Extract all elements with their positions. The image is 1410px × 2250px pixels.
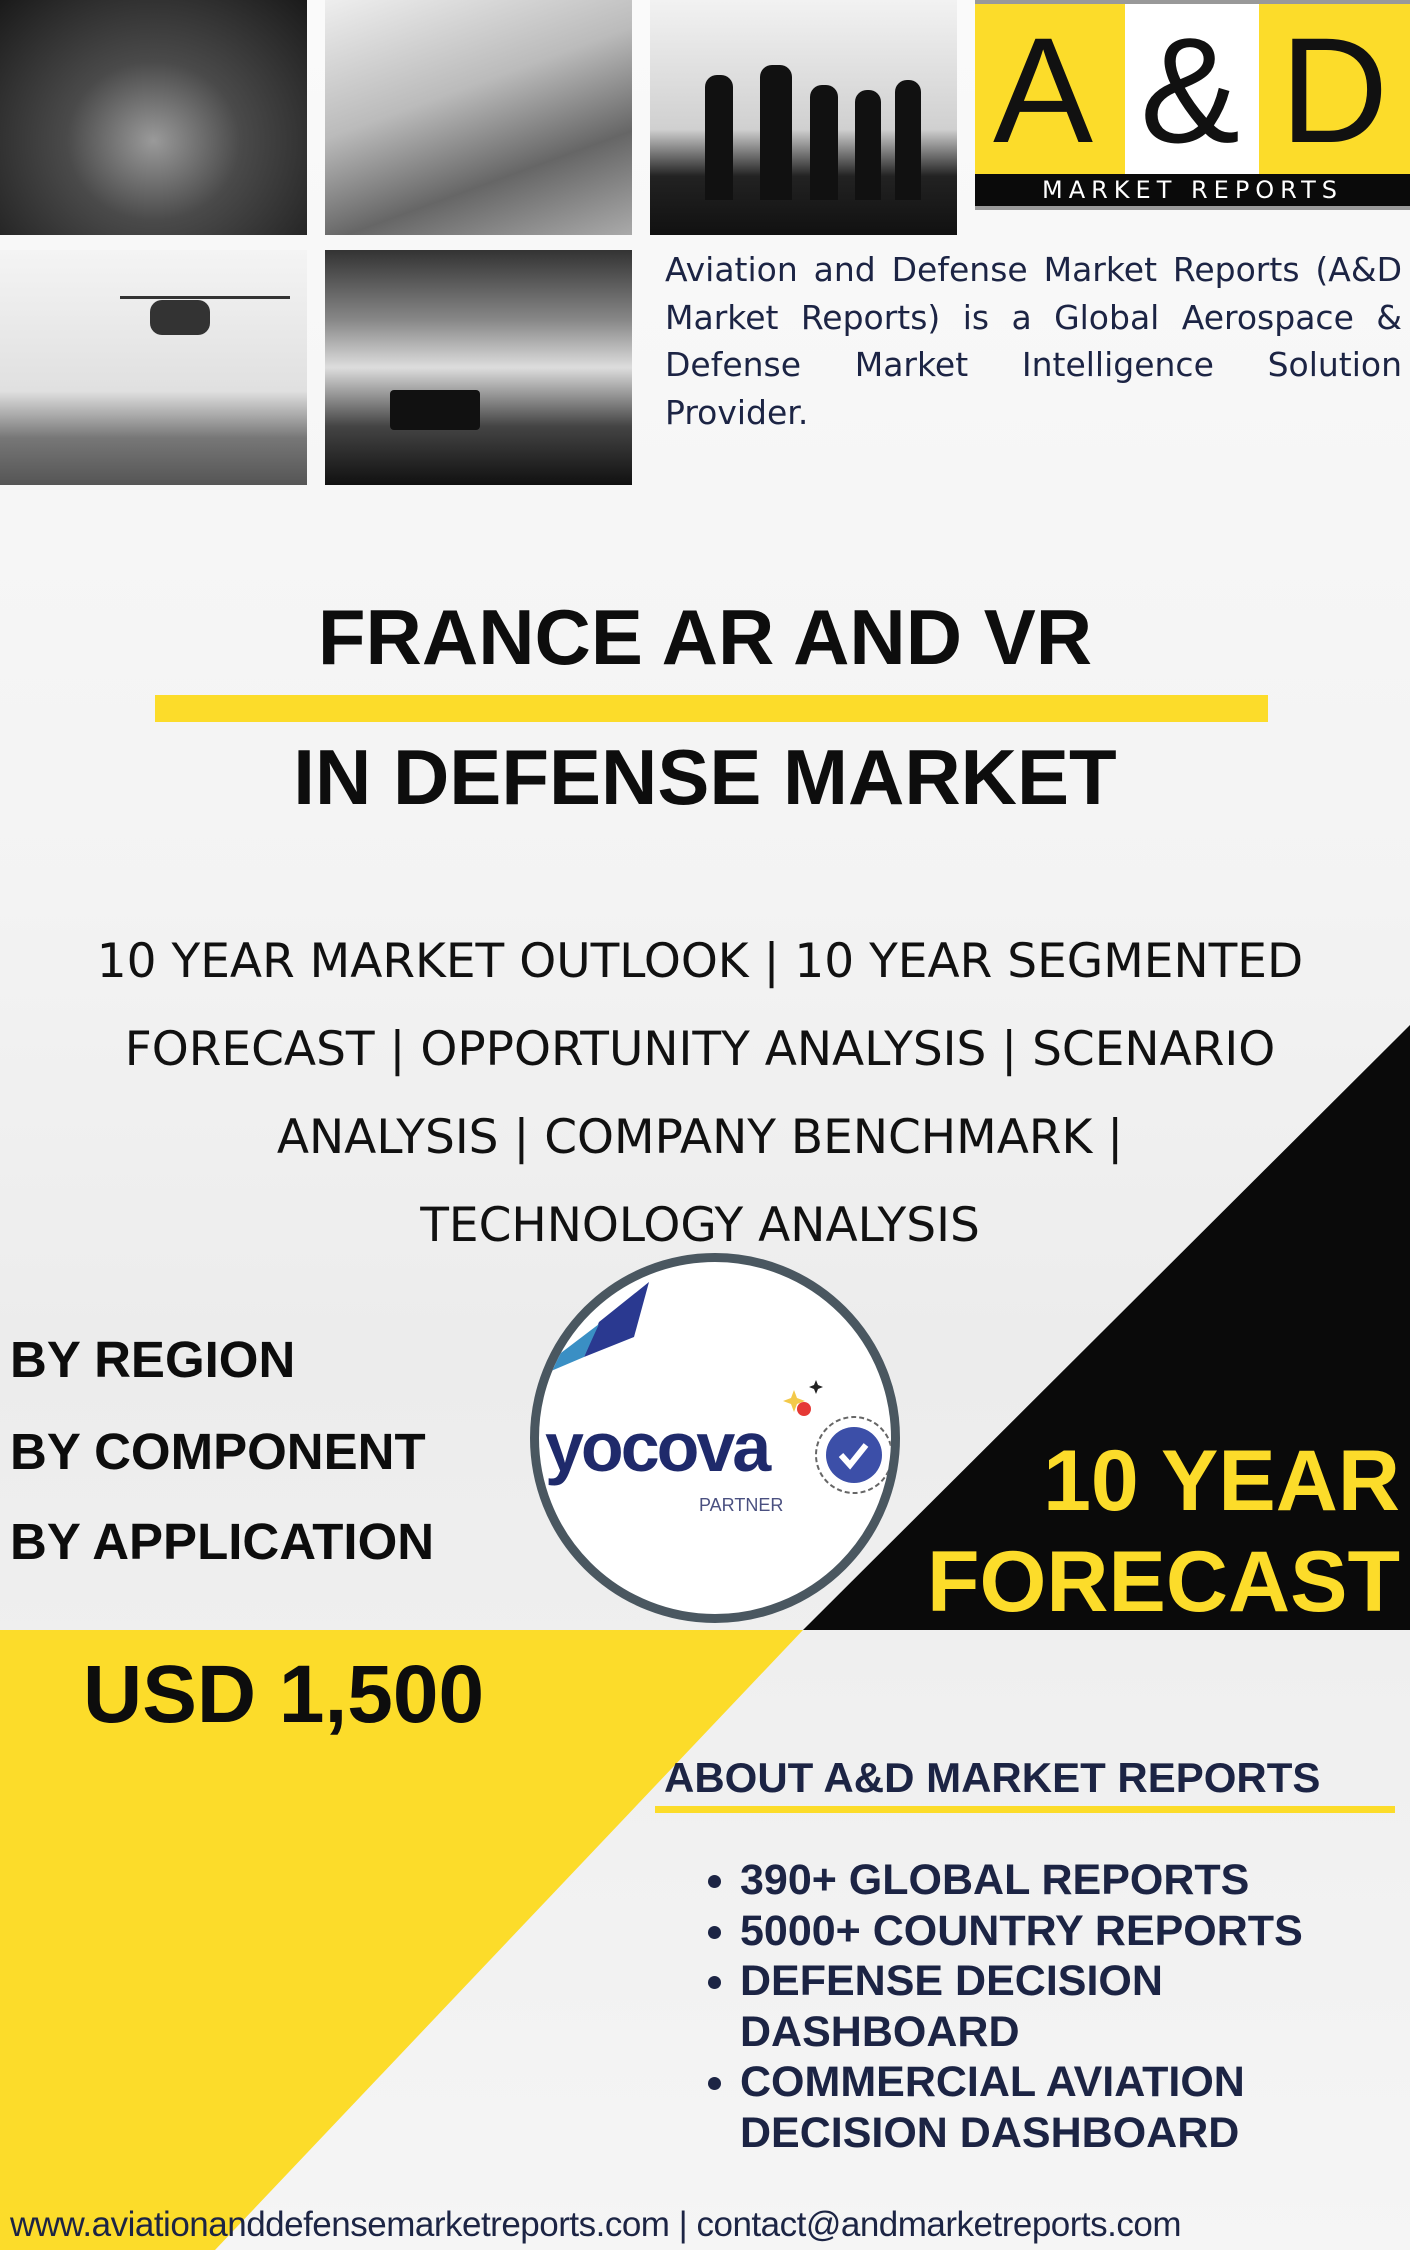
partner-label: PARTNER (699, 1495, 784, 1515)
segment-application: BY APPLICATION (10, 1513, 435, 1570)
fighter-jet-photo (0, 0, 307, 235)
helicopter-photo (0, 250, 307, 485)
segment-region: BY REGION (10, 1331, 296, 1388)
forecast-line2: FORECAST (927, 1534, 1400, 1630)
logo-letter-a: A (993, 6, 1094, 174)
company-description: Aviation and Defense Market Reports (A&D… (665, 250, 1402, 432)
about-heading: ABOUT A&D MARKET REPORTS (664, 1754, 1321, 1801)
partner-name: yocova (545, 1408, 771, 1486)
list-item: 5000+ COUNTRY REPORTS (740, 1906, 1400, 1957)
list-item: COMMERCIAL AVIATION DECISION DASHBOARD (740, 2057, 1400, 2158)
logo-letter-d: D (1280, 6, 1389, 174)
aircraft-carrier-photo (325, 0, 632, 235)
yocova-partner-badge: yocova PARTNER (530, 1253, 900, 1623)
about-list: 390+ GLOBAL REPORTS 5000+ COUNTRY REPORT… (700, 1855, 1400, 2159)
black-triangle (803, 1025, 1410, 1630)
title-divider (155, 695, 1268, 722)
list-item: 390+ GLOBAL REPORTS (740, 1855, 1400, 1906)
soldiers-silhouette-photo (650, 0, 957, 235)
armored-vehicle-photo (325, 250, 632, 485)
list-item: DEFENSE DECISION DASHBOARD (740, 1956, 1400, 2057)
yellow-band (0, 1630, 803, 2250)
feature-line: FORECAST | OPPORTUNITY ANALYSIS | SCENAR… (124, 1022, 1276, 1077)
segment-component: BY COMPONENT (10, 1423, 426, 1480)
report-features: 10 YEAR MARKET OUTLOOK | 10 YEAR SEGMENT… (30, 918, 1370, 1270)
yocova-logo-icon (544, 1282, 891, 1494)
report-title-line2: IN DEFENSE MARKET (293, 733, 1117, 821)
feature-line: 10 YEAR MARKET OUTLOOK | 10 YEAR SEGMENT… (96, 934, 1304, 989)
ad-market-reports-logo: A & D MARKET REPORTS (975, 0, 1410, 210)
price: USD 1,500 (83, 1649, 485, 1740)
feature-line: ANALYSIS | COMPANY BENCHMARK | (276, 1110, 1124, 1165)
logo-ampersand: & (1140, 6, 1241, 174)
feature-line: TECHNOLOGY ANALYSIS (420, 1198, 980, 1253)
logo-tagline: MARKET REPORTS (975, 174, 1410, 206)
about-underline (655, 1806, 1395, 1813)
report-title-line1: FRANCE AR AND VR (317, 593, 1093, 681)
footer-contact: www.aviationanddefensemarketreports.com … (10, 2205, 1182, 2244)
forecast-line1: 10 YEAR (1043, 1433, 1400, 1529)
